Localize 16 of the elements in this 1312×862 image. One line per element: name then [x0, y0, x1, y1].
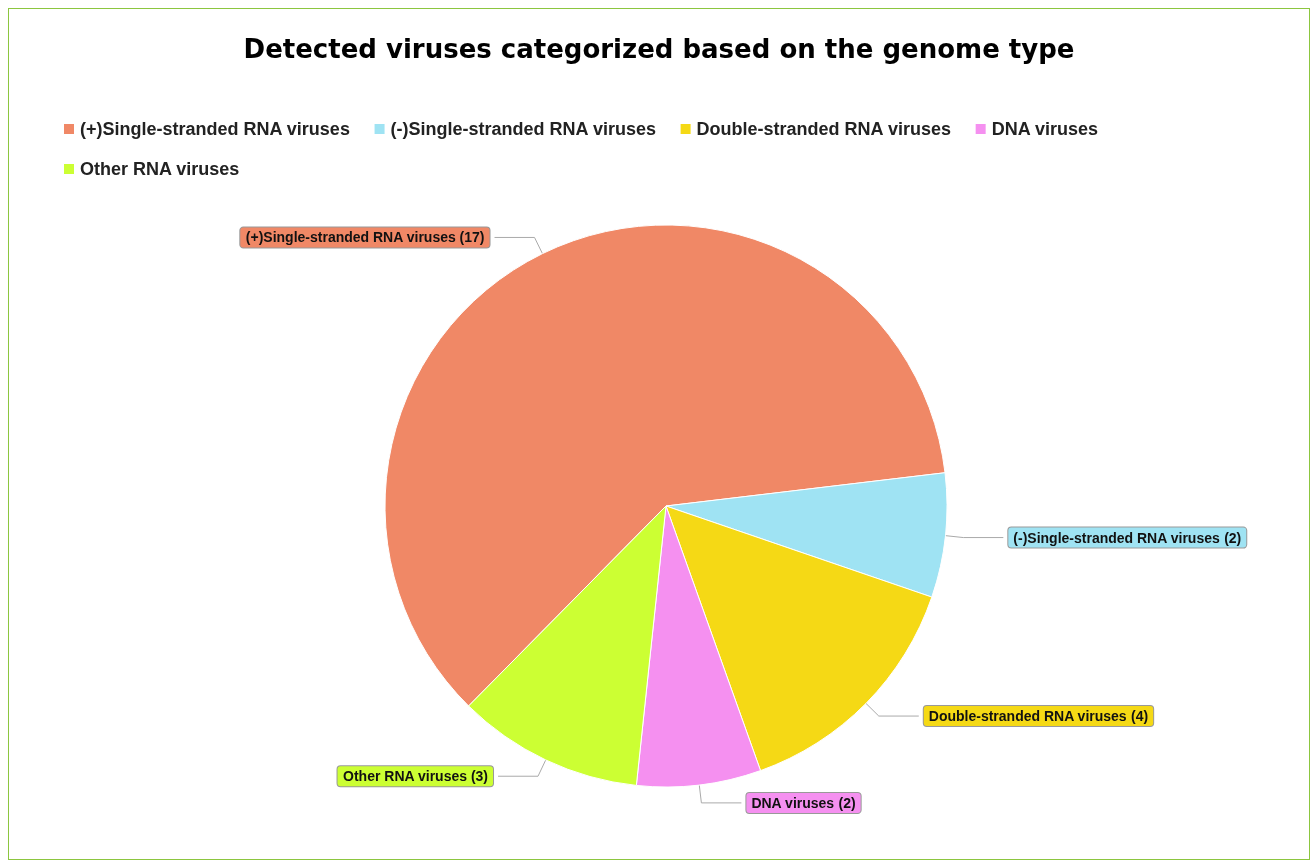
slice-label: Other RNA viruses: [343, 768, 468, 785]
slice-label: DNA viruses: [751, 794, 835, 811]
legend-label: Double-stranded RNA viruses: [696, 119, 951, 139]
legend-label: Other RNA viruses: [80, 159, 240, 179]
legend-label: (-)Single-stranded RNA viruses: [390, 119, 656, 139]
slice-label: (+)Single-stranded RNA viruses: [245, 229, 456, 246]
legend-label: DNA viruses: [991, 119, 1099, 139]
data-label: (4): [1131, 708, 1149, 725]
slice-label: Double-stranded RNA viruses: [928, 708, 1127, 725]
chart-title: Detected viruses categorized based on the genome type: [243, 34, 1075, 64]
legend-label: (+)Single-stranded RNA viruses: [80, 119, 350, 139]
data-label: (2): [1224, 529, 1242, 546]
data-label: (3): [470, 768, 489, 785]
slice-label: (-)Single-stranded RNA viruses: [1013, 529, 1220, 546]
data-label: (17): [459, 229, 485, 246]
data-label: (2): [838, 794, 856, 811]
